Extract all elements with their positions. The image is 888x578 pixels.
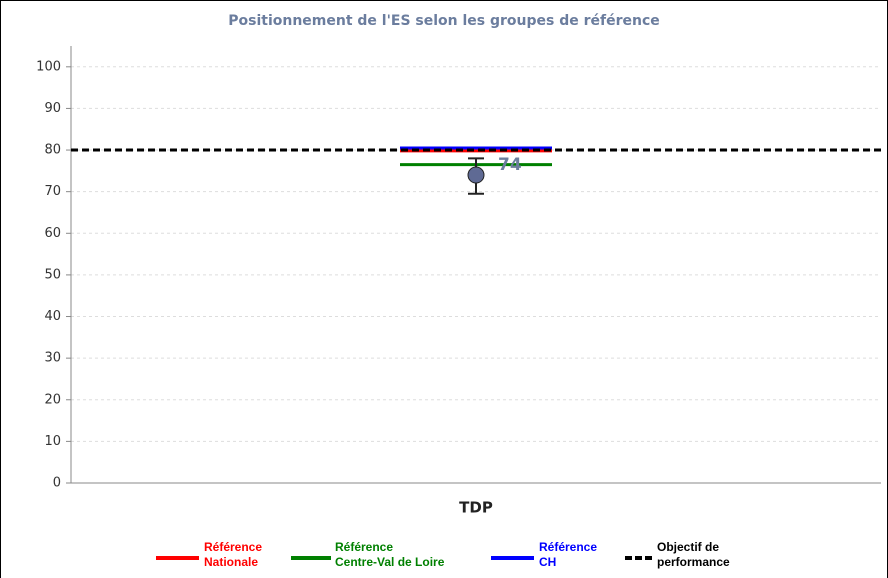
y-tick-label: 100 <box>36 59 61 74</box>
y-tick-label: 30 <box>44 351 61 366</box>
y-tick-label: 50 <box>44 267 61 282</box>
y-tick-label: 20 <box>44 392 61 407</box>
x-tick-label: TDP <box>459 499 493 517</box>
y-tick-label: 90 <box>44 101 61 116</box>
legend-label: Référence CH <box>539 540 598 569</box>
legend-swatch <box>156 556 199 560</box>
y-tick-label: 60 <box>44 226 61 241</box>
y-tick-label: 0 <box>53 476 61 491</box>
y-tick-label: 70 <box>44 184 61 199</box>
legend-swatch <box>625 556 653 560</box>
point <box>467 166 485 184</box>
legend-swatch <box>291 556 331 560</box>
legend-label: Objectif de performance <box>657 540 730 569</box>
chart-title: Positionnement de l'ES selon les groupes… <box>228 13 660 29</box>
legend-swatch <box>491 556 534 560</box>
legend-label: Référence Centre-Val de Loire <box>335 540 445 569</box>
y-tick-label: 40 <box>44 309 61 324</box>
data-label: 74 <box>498 155 522 175</box>
legend-label: Référence Nationale <box>204 540 263 569</box>
y-tick-label: 80 <box>44 143 61 158</box>
y-tick-label: 10 <box>44 434 61 449</box>
